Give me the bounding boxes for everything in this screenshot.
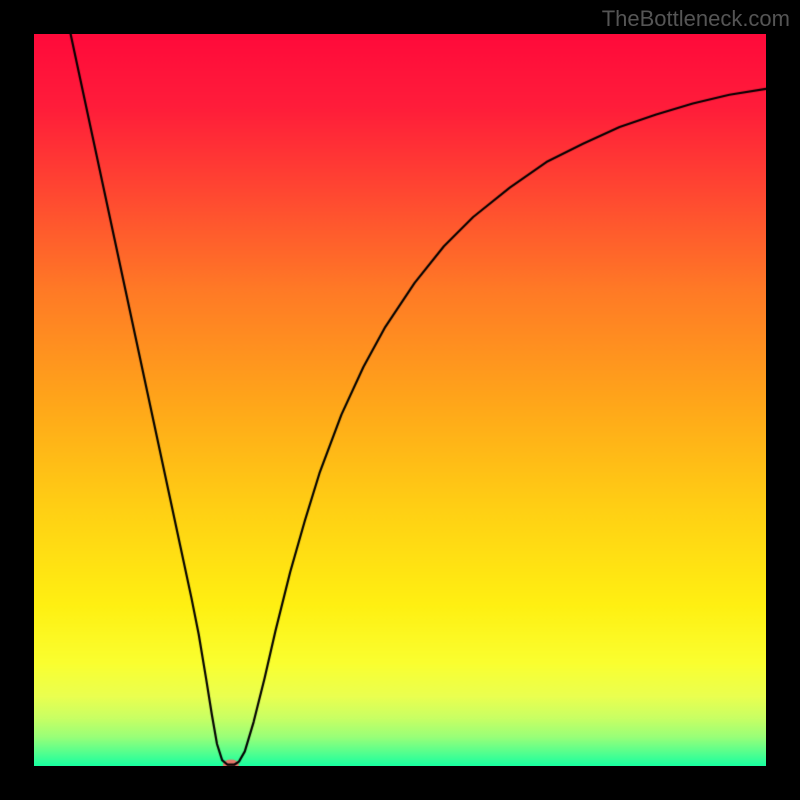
- frame-border-bottom: [0, 766, 800, 800]
- frame-border-left: [0, 0, 34, 800]
- frame-border-right: [766, 0, 800, 800]
- bottleneck-curve: [34, 34, 766, 766]
- watermark-label: TheBottleneck.com: [602, 6, 790, 32]
